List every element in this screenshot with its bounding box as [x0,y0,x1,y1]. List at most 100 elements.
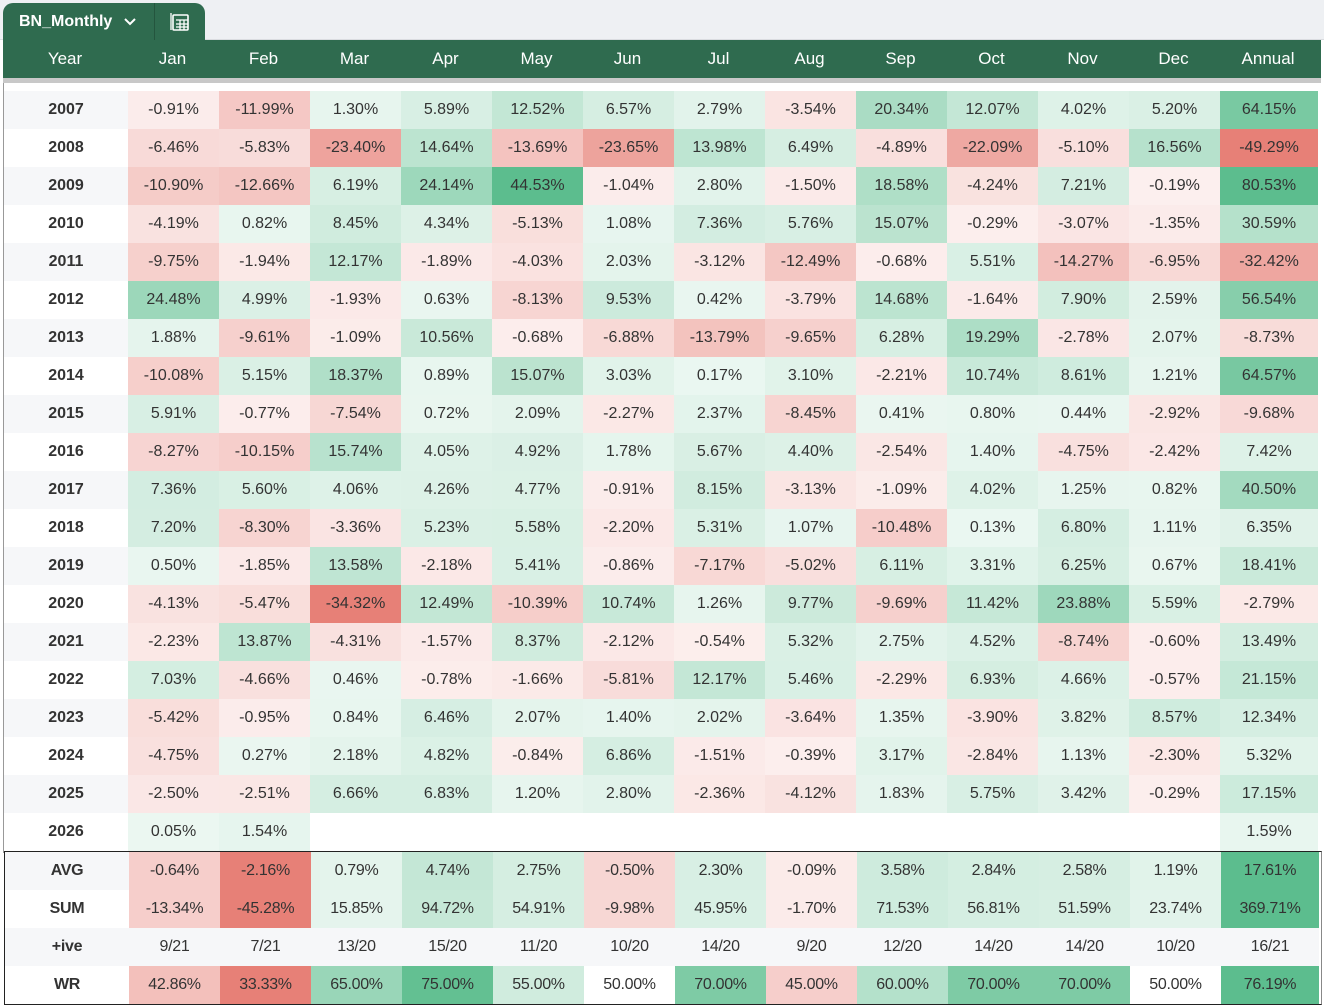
cell-jan[interactable]: 7.03% [128,661,219,699]
cell-feb[interactable]: 4.99% [219,281,310,319]
cell-oct[interactable]: -22.09% [947,129,1038,167]
column-header-jul[interactable]: Jul [707,49,730,68]
cell-may[interactable]: -5.13% [492,205,583,243]
cell-apr[interactable]: -1.89% [401,243,492,281]
cell-sep[interactable]: 0.41% [856,395,947,433]
cell-may[interactable]: 4.77% [492,471,583,509]
cell-feb[interactable]: 1.54% [219,813,310,851]
cell-oct[interactable]: 10.74% [947,357,1038,395]
cell-jan[interactable]: -10.90% [128,167,219,205]
cell-jun[interactable]: -1.04% [583,167,674,205]
cell-may[interactable]: 2.75% [493,852,584,890]
cell-annual[interactable]: 80.53% [1220,167,1318,205]
cell-aug[interactable] [765,813,856,851]
cell-sep[interactable]: 2.75% [856,623,947,661]
cell-nov[interactable]: 7.21% [1038,167,1129,205]
cell-apr[interactable]: 0.72% [401,395,492,433]
cell-jan[interactable]: -0.64% [129,852,220,890]
row-label[interactable]: 2013 [4,319,128,357]
cell-apr[interactable]: -0.78% [401,661,492,699]
cell-feb[interactable]: 33.33% [220,966,311,1004]
row-label[interactable]: 2022 [48,671,84,688]
row-label[interactable]: 2025 [4,775,128,813]
cell-aug[interactable]: -0.39% [765,737,856,775]
cell-feb[interactable]: -4.66% [219,661,310,699]
cell-jul[interactable]: -2.36% [674,775,765,813]
cell-sep[interactable]: 15.07% [856,205,947,243]
cell-jun[interactable]: 2.80% [583,775,674,813]
cell-jun[interactable]: -23.65% [583,129,674,167]
row-label[interactable]: 2017 [4,471,128,509]
cell-mar[interactable]: -23.40% [310,129,401,167]
cell-jun[interactable]: 6.57% [583,91,674,129]
cell-apr[interactable]: 0.63% [401,281,492,319]
cell-jun[interactable]: 1.08% [583,205,674,243]
cell-jan[interactable]: -13.34% [129,890,220,928]
cell-dec[interactable]: -6.95% [1129,243,1220,281]
cell-nov[interactable]: 4.02% [1038,91,1129,129]
row-label[interactable]: 2020 [48,595,84,612]
column-header-oct[interactable]: Oct [978,49,1005,68]
cell-mar[interactable]: 4.06% [310,471,401,509]
cell-mar[interactable]: 13.58% [310,547,401,585]
cell-jun[interactable]: 10.74% [583,585,674,623]
cell-aug[interactable]: -8.45% [765,395,856,433]
cell-jul[interactable]: -13.79% [674,319,765,357]
cell-jun[interactable]: -9.98% [584,890,675,928]
cell-may[interactable]: 12.52% [492,91,583,129]
cell-dec[interactable]: 0.82% [1129,471,1220,509]
cell-jun[interactable]: 3.03% [583,357,674,395]
column-header-jan[interactable]: Jan [158,49,187,68]
cell-oct[interactable]: 5.75% [947,775,1038,813]
cell-dec[interactable]: 50.00% [1130,966,1221,1004]
row-label[interactable]: 2011 [4,243,128,281]
column-header-feb[interactable]: Feb [248,49,279,68]
column-header-dec[interactable]: Dec [1158,49,1189,68]
cell-nov[interactable]: 2.58% [1039,852,1130,890]
cell-mar[interactable]: 1.30% [310,91,401,129]
cell-sep[interactable]: 1.83% [856,775,947,813]
cell-oct[interactable]: 2.84% [948,852,1039,890]
cell-jul[interactable]: 0.17% [674,357,765,395]
cell-jul[interactable]: 5.31% [674,509,765,547]
cell-aug[interactable]: -3.64% [765,699,856,737]
cell-annual[interactable]: 76.19% [1221,966,1319,1004]
table-calculator-icon[interactable] [155,12,205,32]
cell-apr[interactable]: 5.23% [401,509,492,547]
cell-mar[interactable]: 65.00% [311,966,402,1004]
cell-jan[interactable]: 1.88% [128,319,219,357]
cell-apr[interactable]: 10.56% [401,319,492,357]
cell-sep[interactable]: 12/20 [857,928,948,966]
cell-dec[interactable]: 23.74% [1130,890,1221,928]
cell-jan[interactable]: -0.91% [128,91,219,129]
cell-feb[interactable]: -10.15% [219,433,310,471]
cell-apr[interactable]: 6.83% [401,775,492,813]
cell-feb[interactable]: -2.16% [220,852,311,890]
cell-dec[interactable]: -2.30% [1129,737,1220,775]
cell-annual[interactable]: 12.34% [1220,699,1318,737]
cell-mar[interactable]: 0.84% [310,699,401,737]
row-label[interactable]: 2008 [48,139,84,156]
cell-oct[interactable]: 19.29% [947,319,1038,357]
cell-nov[interactable]: 6.80% [1038,509,1129,547]
cell-mar[interactable]: 13/20 [311,928,402,966]
cell-annual[interactable]: 13.49% [1220,623,1318,661]
cell-aug[interactable]: 4.40% [765,433,856,471]
cell-feb[interactable]: 0.27% [219,737,310,775]
cell-feb[interactable]: -12.66% [219,167,310,205]
cell-dec[interactable]: 5.20% [1129,91,1220,129]
cell-nov[interactable]: 51.59% [1039,890,1130,928]
column-header-annual[interactable]: Annual [1241,49,1295,68]
table-name-dropdown[interactable]: BN_Monthly [3,3,155,40]
cell-jan[interactable]: -2.23% [128,623,219,661]
cell-may[interactable]: -13.69% [492,129,583,167]
cell-may[interactable]: 2.07% [492,699,583,737]
cell-apr[interactable]: 4.82% [401,737,492,775]
cell-dec[interactable]: -0.57% [1129,661,1220,699]
cell-jul[interactable]: 13.98% [674,129,765,167]
cell-may[interactable]: 11/20 [493,928,584,966]
cell-jan[interactable]: -4.75% [128,737,219,775]
cell-dec[interactable]: -1.35% [1129,205,1220,243]
cell-may[interactable]: -0.68% [492,319,583,357]
cell-apr[interactable] [401,813,492,851]
